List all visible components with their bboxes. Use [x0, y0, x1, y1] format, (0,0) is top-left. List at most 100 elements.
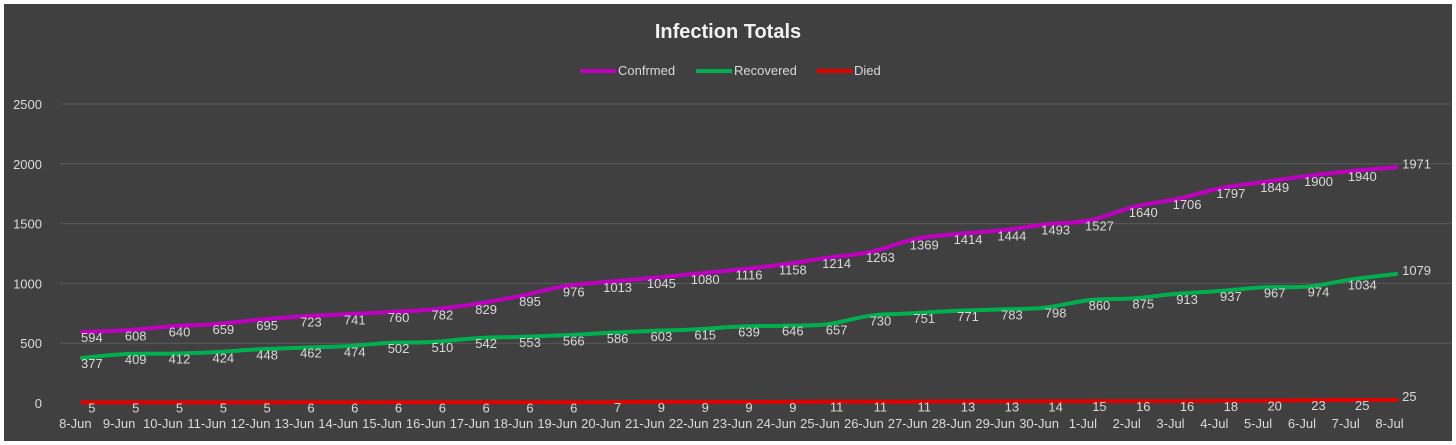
data-label-confrmed: 1080: [691, 272, 720, 287]
data-label-confrmed: 1849: [1260, 180, 1289, 195]
data-label-confrmed: 1414: [954, 232, 983, 247]
data-label-confrmed: 608: [125, 328, 147, 343]
data-label-confrmed: 640: [169, 324, 191, 339]
data-label-died: 5: [220, 400, 227, 415]
data-label-recovered: 448: [256, 347, 278, 362]
data-label-recovered: 615: [694, 327, 716, 342]
data-label-died: 5: [88, 400, 95, 415]
x-tick-label: 5-Jul: [1244, 416, 1272, 431]
x-tick-label: 11-Jun: [187, 416, 226, 431]
data-label-confrmed: 1706: [1173, 197, 1202, 212]
data-label-recovered: 730: [870, 314, 892, 329]
data-label-recovered: 657: [826, 322, 848, 337]
data-label-confrmed: 1640: [1129, 205, 1158, 220]
x-tick-label: 8-Jul: [1375, 416, 1403, 431]
data-label-died: 14: [1048, 399, 1062, 414]
data-label-recovered: 646: [782, 324, 804, 339]
x-tick-label: 22-Jun: [669, 416, 709, 431]
data-label-died: 9: [658, 400, 665, 415]
data-label-died: 6: [351, 400, 358, 415]
y-tick-label: 2000: [13, 157, 42, 172]
data-label-died: 25: [1402, 389, 1416, 404]
data-label-confrmed: 1158: [779, 263, 807, 278]
data-label-confrmed: 1013: [603, 280, 632, 295]
x-tick-label: 3-Jul: [1156, 416, 1184, 431]
data-label-died: 9: [789, 400, 796, 415]
data-label-died: 18: [1224, 399, 1238, 414]
x-tick-label: 7-Jul: [1332, 416, 1360, 431]
y-tick-label: 0: [35, 396, 42, 411]
data-label-died: 6: [439, 400, 446, 415]
x-tick-label: 4-Jul: [1200, 416, 1228, 431]
data-label-recovered: 510: [432, 340, 454, 355]
data-label-recovered: 412: [169, 352, 191, 367]
data-label-confrmed: 659: [212, 322, 234, 337]
data-label-confrmed: 1045: [647, 276, 676, 291]
data-label-recovered: 974: [1308, 285, 1330, 300]
data-label-died: 9: [745, 400, 752, 415]
legend-label-died: Died: [854, 63, 881, 78]
gridlines: [60, 103, 1452, 344]
data-label-recovered: 462: [300, 346, 322, 361]
data-label-died: 6: [526, 400, 533, 415]
data-label-confrmed: 741: [344, 312, 366, 327]
data-label-died: 5: [132, 400, 139, 415]
data-label-confrmed: 782: [432, 307, 454, 322]
data-label-recovered: 913: [1176, 292, 1198, 307]
data-label-died: 11: [830, 400, 844, 415]
chart-title: Infection Totals: [655, 21, 801, 43]
x-tick-label: 2-Jul: [1113, 416, 1141, 431]
data-label-died: 5: [264, 400, 271, 415]
data-label-confrmed: 723: [300, 315, 322, 330]
data-label-died: 15: [1092, 399, 1106, 414]
data-label-recovered: 751: [913, 311, 935, 326]
data-label-died: 6: [307, 400, 314, 415]
x-tick-label: 19-Jun: [537, 416, 577, 431]
legend: Confrmed Recovered Died: [580, 63, 881, 78]
data-label-confrmed: 1900: [1304, 174, 1333, 189]
data-label-recovered: 937: [1220, 289, 1242, 304]
data-label-recovered: 783: [1001, 307, 1023, 322]
x-axis-ticks: 8-Jun 9-Jun 10-Jun 11-Jun 12-Jun 13-Jun 14-Jun…: [59, 416, 1404, 431]
chart-area: [4, 4, 1452, 441]
data-label-recovered: 502: [388, 341, 410, 356]
y-tick-label: 1500: [13, 217, 42, 232]
data-label-died: 25: [1355, 398, 1369, 413]
x-tick-label: 20-Jun: [581, 416, 621, 431]
series-line-died: [79, 398, 1399, 405]
legend-label-recovered: Recovered: [734, 63, 797, 78]
x-tick-label: 26-Jun: [844, 416, 884, 431]
data-label-confrmed: 1940: [1348, 169, 1377, 184]
data-label-confrmed: 1971: [1402, 156, 1431, 171]
data-label-confrmed: 760: [388, 310, 410, 325]
data-label-confrmed: 1493: [1041, 222, 1070, 237]
data-label-recovered: 377: [81, 356, 103, 371]
data-label-died: 16: [1180, 399, 1194, 414]
data-label-recovered: 603: [651, 329, 673, 344]
data-label-confrmed: 1369: [910, 237, 939, 252]
x-tick-label: 8-Jun: [59, 416, 92, 431]
x-tick-label: 14-Jun: [318, 416, 358, 431]
data-label-recovered: 553: [519, 335, 541, 350]
x-tick-label: 10-Jun: [143, 416, 183, 431]
data-label-died: 6: [570, 400, 577, 415]
data-label-recovered: 639: [738, 325, 760, 340]
data-label-recovered: 542: [475, 336, 497, 351]
x-tick-label: 15-Jun: [362, 416, 402, 431]
data-label-confrmed: 1263: [866, 250, 895, 265]
data-label-recovered: 1079: [1402, 263, 1431, 278]
data-label-recovered: 771: [957, 309, 979, 324]
series-lines: [79, 165, 1399, 405]
data-label-died: 23: [1311, 398, 1325, 413]
data-label-confrmed: 976: [563, 284, 585, 299]
x-tick-label: 16-Jun: [406, 416, 446, 431]
x-tick-label: 6-Jul: [1288, 416, 1316, 431]
data-label-recovered: 409: [125, 352, 147, 367]
y-tick-label: 500: [20, 336, 42, 351]
x-tick-label: 1-Jul: [1069, 416, 1097, 431]
data-label-died: 6: [395, 400, 402, 415]
x-tick-label: 13-Jun: [274, 416, 314, 431]
